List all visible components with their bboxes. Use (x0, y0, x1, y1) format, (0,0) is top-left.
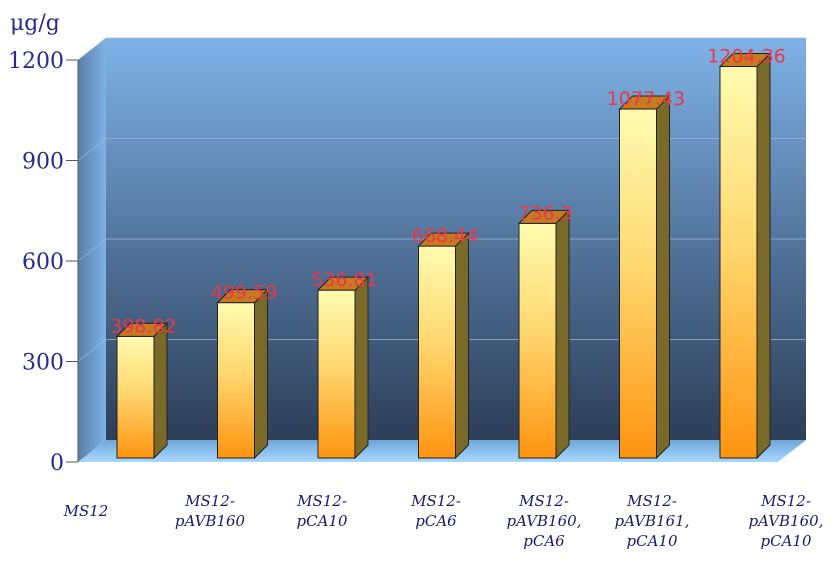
x-tick-label: MS12-pCA6 (410, 492, 461, 530)
data-label: 1077.43 (607, 88, 686, 110)
x-tick-label: MS12 (63, 502, 109, 520)
bar-top (216, 289, 269, 304)
bar-front (217, 302, 255, 459)
bar-top (718, 53, 772, 68)
bar-front (116, 335, 155, 459)
y-axis: 0 300 600 900 1200 (8, 49, 79, 476)
x-tick-labels: MS12 MS12-pAVB160 MS12-pCA10 MS12-pCA6 MS12-… (63, 492, 824, 550)
bars (115, 52, 772, 460)
data-label: 736.3 (518, 202, 572, 224)
data-labels: 398.82 499.59 536.81 668.44 736.3 1077.43 1204… (110, 46, 786, 338)
bar-side (455, 231, 469, 460)
bar (216, 288, 269, 460)
x-tick-label: MS12-pAVB160, pCA10 (749, 492, 824, 550)
bar-front (619, 108, 657, 459)
bar-side (555, 209, 570, 460)
bar-side (354, 275, 369, 460)
bar (618, 94, 671, 460)
bar-side (254, 288, 268, 460)
bar-front (719, 66, 758, 459)
data-label: 398.82 (110, 315, 176, 337)
bar-top (115, 322, 169, 337)
bar (517, 209, 571, 460)
y-tick-label: 1200 (8, 49, 64, 74)
gridlines (77, 37, 806, 362)
gridline (77, 138, 806, 161)
bar-side (153, 322, 168, 460)
data-label: 536.81 (311, 269, 377, 291)
bar-top (517, 209, 571, 224)
y-axis-label: μg/g (10, 11, 60, 36)
bar-top (417, 232, 470, 247)
y-tick-label: 300 (22, 351, 64, 376)
bar (718, 52, 772, 460)
gridline (77, 37, 806, 61)
x-tick-label: MS12-pAVB160 (175, 492, 246, 530)
x-tick-label: MS12-pCA10 (296, 492, 348, 530)
gridline (77, 339, 806, 362)
y-tick-label: 900 (22, 150, 64, 175)
data-label: 499.59 (211, 282, 277, 304)
bar-side (656, 94, 670, 460)
bar-front (317, 289, 356, 459)
bar-top (618, 95, 671, 110)
gridline (77, 238, 806, 262)
data-label: 668.44 (412, 225, 478, 247)
y-tick-label: 0 (50, 451, 64, 476)
bar-front (518, 222, 557, 459)
bar-top (316, 276, 370, 291)
bar (417, 231, 470, 460)
x-tick-label: MS12-pAVB160, pCA6 (507, 492, 582, 550)
bar-side (756, 52, 771, 460)
data-label: 1204.36 (707, 46, 786, 68)
bar (316, 275, 370, 460)
bar-front (418, 245, 456, 459)
y-tick-label: 600 (22, 250, 64, 275)
x-tick-label: MS12-pAVB161, pCA10 (615, 492, 690, 550)
bar (115, 322, 169, 460)
